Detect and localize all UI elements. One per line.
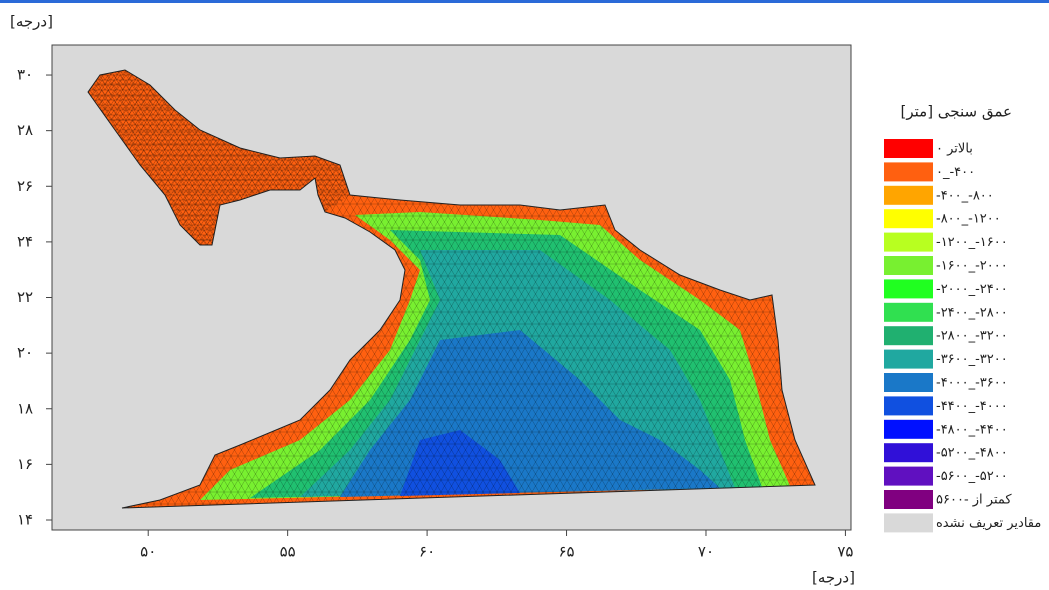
y-tick-label: ۱۶ bbox=[17, 455, 33, 473]
legend-label: -۴۰۰_-۸۰۰ bbox=[936, 188, 994, 203]
legend-label: -۴۸۰۰_-۴۴۰۰ bbox=[936, 422, 1008, 437]
legend-label: -۳۶۰۰_-۳۲۰۰ bbox=[936, 352, 1008, 367]
legend-swatch bbox=[884, 443, 933, 462]
legend-label: -۲۰۰۰_-۲۴۰۰ bbox=[936, 282, 1008, 297]
y-unit-label: [درجه] bbox=[10, 13, 53, 31]
legend-swatch bbox=[884, 256, 933, 275]
figure: ۵۰ ۵۵ ۶۰ ۶۵ ۷۰ ۷۵ ۱۴ ۱۶ ۱۸ ۲۰ ۲۲ ۲۴ ۲۶ ۲۸ ۳۰ [درجه] [د… bbox=[0, 0, 1049, 590]
legend-label: مقادیر تعریف نشده bbox=[936, 516, 1041, 531]
legend-title: عمق سنجی [متر] bbox=[901, 103, 1013, 121]
y-tick-label: ۲۶ bbox=[17, 177, 33, 195]
legend-label: -۴۰۰۰_-۳۶۰۰ bbox=[936, 376, 1008, 391]
y-tick-label: ۲۲ bbox=[17, 288, 33, 306]
legend-swatch bbox=[884, 162, 933, 181]
legend: بالاتر ۰ ۰_-۴۰۰ -۴۰۰_-۸۰۰ -۸۰۰_-۱۲۰۰ -۱۲۰۰_-… bbox=[884, 139, 1041, 532]
y-tick-label: ۱۴ bbox=[17, 510, 33, 528]
legend-label: -۱۶۰۰_-۲۰۰۰ bbox=[936, 259, 1008, 274]
x-tick-label: ۷۵ bbox=[837, 543, 853, 561]
legend-swatch bbox=[884, 513, 933, 532]
x-tick-label: ۶۰ bbox=[419, 543, 435, 561]
legend-swatch bbox=[884, 186, 933, 205]
legend-swatch bbox=[884, 420, 933, 439]
legend-label: -۵۲۰۰_-۴۸۰۰ bbox=[936, 446, 1008, 461]
legend-swatch bbox=[884, 467, 933, 486]
x-tick-label: ۷۰ bbox=[698, 543, 714, 561]
page: ۵۰ ۵۵ ۶۰ ۶۵ ۷۰ ۷۵ ۱۴ ۱۶ ۱۸ ۲۰ ۲۲ ۲۴ ۲۶ ۲۸ ۳۰ [درجه] [د… bbox=[0, 0, 1049, 590]
x-tick-label: ۵۵ bbox=[280, 543, 296, 561]
y-tick-label: ۲۸ bbox=[17, 121, 33, 139]
legend-label: -۱۲۰۰_-۱۶۰۰ bbox=[936, 235, 1008, 250]
x-tick-label: ۵۰ bbox=[140, 543, 156, 561]
legend-swatch bbox=[884, 396, 933, 415]
legend-swatch bbox=[884, 350, 933, 369]
legend-swatch bbox=[884, 490, 933, 509]
y-tick-label: ۱۸ bbox=[17, 399, 33, 417]
legend-label: -۵۶۰۰_-۵۲۰۰ bbox=[936, 469, 1008, 484]
legend-swatch bbox=[884, 139, 933, 158]
legend-swatch bbox=[884, 303, 933, 322]
legend-swatch bbox=[884, 279, 933, 298]
legend-label: -۲۴۰۰_-۲۸۰۰ bbox=[936, 305, 1008, 320]
legend-swatch bbox=[884, 326, 933, 345]
legend-label: ۰_-۴۰۰ bbox=[936, 165, 975, 180]
y-tick-label: ۲۴ bbox=[17, 232, 33, 250]
y-tick-label: ۲۰ bbox=[17, 344, 33, 362]
y-tick-label: ۳۰ bbox=[17, 66, 33, 84]
legend-label: کمتر از -۵۶۰۰ bbox=[936, 493, 1012, 508]
x-unit-label: [درجه] bbox=[812, 569, 855, 587]
legend-label: -۲۸۰۰_-۳۲۰۰ bbox=[936, 329, 1008, 344]
legend-label: بالاتر ۰ bbox=[936, 142, 973, 157]
legend-swatch bbox=[884, 209, 933, 228]
x-tick-label: ۶۵ bbox=[558, 543, 574, 561]
legend-swatch bbox=[884, 373, 933, 392]
legend-swatch bbox=[884, 233, 933, 252]
legend-label: -۴۴۰۰_-۴۰۰۰ bbox=[936, 399, 1008, 414]
legend-label: -۸۰۰_-۱۲۰۰ bbox=[936, 212, 1001, 227]
